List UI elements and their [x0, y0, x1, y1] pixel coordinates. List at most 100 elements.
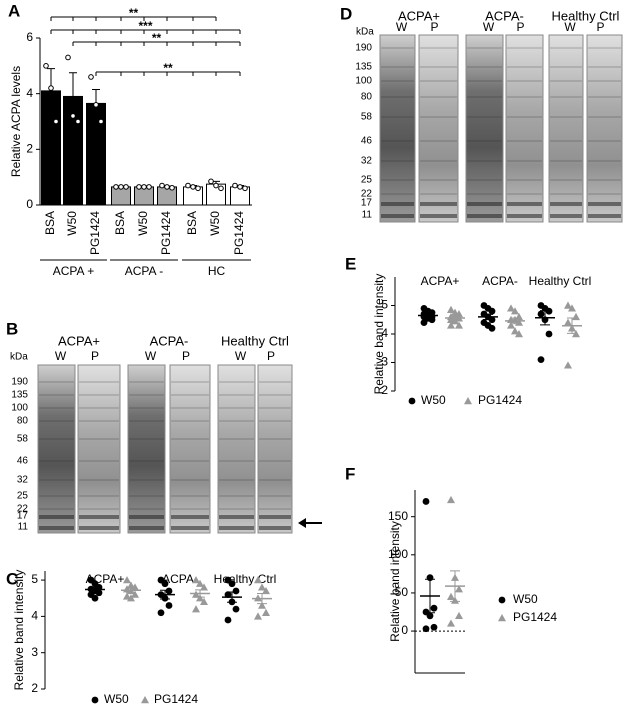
- x-tick-label: BSA: [113, 211, 127, 235]
- error-bar: [257, 593, 267, 605]
- blot-band: [79, 438, 119, 440]
- blot-band: [171, 438, 209, 440]
- significance-label: ***: [138, 19, 152, 33]
- blot-band: [550, 80, 582, 82]
- data-point: [507, 321, 515, 329]
- data-point: [192, 605, 200, 613]
- blot-band: [420, 202, 457, 206]
- blot-lane: [217, 364, 256, 534]
- marker-label: 25: [361, 175, 373, 186]
- data-point: [451, 317, 459, 325]
- error-bar: [69, 72, 77, 97]
- blot-band: [507, 160, 542, 162]
- blot-band: [129, 526, 164, 530]
- marker-label: 190: [355, 43, 372, 54]
- data-point: [447, 495, 455, 504]
- data-point: [455, 310, 463, 318]
- lane-label: P: [91, 349, 99, 363]
- blot-band: [588, 66, 621, 68]
- blot-band: [467, 47, 502, 49]
- blot-band: [171, 407, 209, 409]
- error-bar: [567, 317, 577, 334]
- blot-band: [259, 394, 291, 396]
- data-point: [131, 583, 139, 591]
- y-axis-label: Relative band intensity: [388, 521, 402, 642]
- blot-band: [381, 140, 414, 142]
- blot-band: [219, 460, 254, 462]
- data-point: [237, 184, 243, 190]
- blot-band: [550, 66, 582, 68]
- marker-label: 22: [17, 504, 29, 515]
- data-point: [430, 623, 438, 631]
- y-tick-label: 4: [31, 609, 38, 623]
- blot-band: [550, 202, 582, 206]
- data-point: [488, 307, 496, 315]
- marker-label: 80: [17, 416, 29, 427]
- group-label: ACPA +: [53, 264, 94, 278]
- blot-lane: [379, 34, 416, 223]
- panel-label: D: [340, 4, 352, 23]
- y-tick-label: 6: [26, 30, 33, 44]
- legend-marker: [408, 397, 416, 405]
- blot-band: [39, 460, 74, 462]
- data-point: [127, 581, 135, 589]
- data-point: [159, 182, 165, 189]
- group-label: Healthy Ctrl: [552, 8, 620, 23]
- blot-band: [381, 66, 414, 68]
- data-point: [208, 178, 214, 185]
- data-point: [123, 576, 131, 584]
- blot-band: [507, 202, 542, 206]
- significance-label: **: [163, 61, 173, 75]
- blot-band: [39, 420, 74, 422]
- blot-band: [588, 214, 621, 218]
- data-point: [200, 583, 208, 591]
- data-point: [511, 327, 519, 335]
- blot-band: [219, 381, 254, 383]
- bar: [86, 102, 106, 206]
- blot-band: [381, 202, 414, 206]
- blot-band: [219, 515, 254, 519]
- group-label: ACPA+: [58, 333, 100, 348]
- blot-band: [550, 160, 582, 162]
- error-bar: [227, 591, 237, 603]
- group-label: ACPA-: [162, 572, 198, 586]
- data-point: [165, 587, 173, 595]
- x-tick-label: PG1424: [232, 211, 246, 255]
- y-tick-label: 5: [31, 572, 38, 586]
- blot-band: [588, 160, 621, 162]
- lane-label: P: [430, 20, 438, 34]
- panel-label: C: [6, 569, 18, 588]
- marker-label: 11: [362, 210, 373, 221]
- blot-band: [129, 495, 164, 497]
- data-point: [95, 589, 103, 597]
- lane-label: P: [596, 20, 604, 34]
- error-bar: [450, 570, 460, 602]
- data-point: [422, 625, 430, 633]
- blot-band: [219, 508, 254, 510]
- blot-band: [588, 47, 621, 49]
- arrow: [298, 518, 322, 528]
- data-point: [224, 591, 232, 598]
- blot-lane: [586, 34, 623, 223]
- error-bar: [510, 317, 520, 325]
- data-point: [141, 184, 147, 190]
- blot-band: [467, 202, 502, 206]
- blot-band: [588, 96, 621, 98]
- blot-band: [219, 394, 254, 396]
- blot-lane: [418, 34, 459, 223]
- data-point: [91, 594, 99, 602]
- marker-label: 58: [17, 434, 29, 445]
- blot-band: [467, 80, 502, 82]
- blot-band: [129, 479, 164, 481]
- blot-band: [129, 407, 164, 409]
- data-point: [48, 85, 54, 91]
- data-point: [447, 321, 455, 329]
- data-point: [488, 324, 496, 332]
- blot-band: [79, 460, 119, 462]
- blot-band: [79, 394, 119, 396]
- marker-label: 11: [18, 522, 29, 533]
- blot-band: [259, 420, 291, 422]
- lane-label: W: [235, 349, 247, 363]
- blot-band: [259, 515, 291, 519]
- lane-label: P: [516, 20, 524, 34]
